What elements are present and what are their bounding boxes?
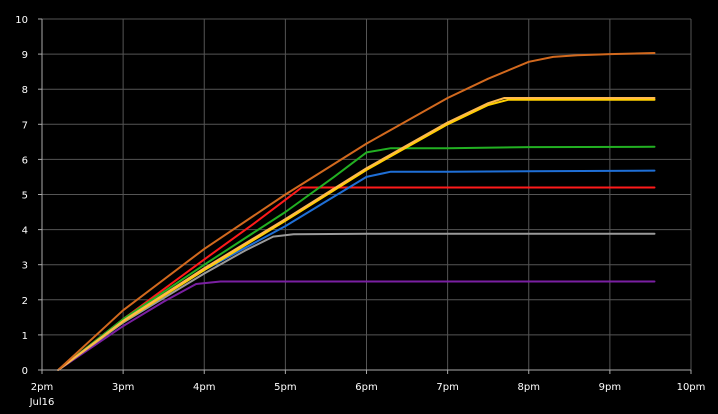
series-line-3: [57, 186, 656, 371]
y-tick-label: 3: [22, 261, 28, 272]
y-tick-label: 0: [22, 366, 28, 377]
x-tick-label: 8pm: [518, 382, 540, 393]
series-line-1: [57, 280, 656, 371]
x-tick-label: 9pm: [599, 382, 621, 393]
x-tick-label: 3pm: [112, 382, 134, 393]
series-lines: [57, 52, 656, 371]
x-tick-label: 10pm: [677, 382, 706, 393]
y-tick-label: 5: [22, 191, 28, 202]
x-tick-label: 2pm: [31, 382, 53, 393]
y-tick-label: 2: [22, 296, 28, 307]
y-tick-label: 9: [22, 50, 28, 61]
y-tick-label: 10: [15, 15, 28, 26]
x-tick-label: 5pm: [274, 382, 296, 393]
series-line-6: [57, 98, 656, 371]
y-tick-label: 1: [22, 331, 28, 342]
series-line-5: [57, 145, 656, 371]
y-tick-label: 6: [22, 155, 28, 166]
y-tick-label: 8: [22, 85, 28, 96]
gridlines: [42, 18, 692, 370]
series-line-2: [57, 232, 656, 371]
series-line-8: [57, 52, 656, 371]
y-tick-label: 7: [22, 120, 28, 131]
y-tick-label: 4: [22, 226, 28, 237]
x-tick-label: 6pm: [355, 382, 377, 393]
x-tick-label: 7pm: [436, 382, 458, 393]
tick-labels: 2pm 3pm 4pm 5pm 6pm 7pm 8pm 9pm 10pm 0 1 2 3 4 5 6 7 8 9 10: [15, 15, 705, 393]
x-axis-date-label: Jul16: [29, 397, 55, 408]
x-tick-label: 4pm: [193, 382, 215, 393]
series-line-7: [57, 97, 656, 371]
